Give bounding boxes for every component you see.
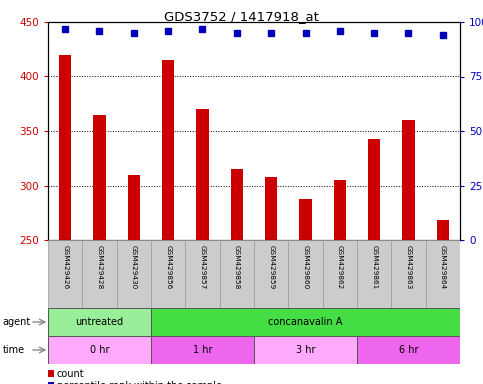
Bar bbox=[357, 240, 391, 308]
Bar bbox=[128, 175, 140, 240]
Bar bbox=[391, 240, 426, 308]
Text: GDS3752 / 1417918_at: GDS3752 / 1417918_at bbox=[164, 10, 319, 23]
Bar bbox=[185, 240, 220, 308]
Bar bbox=[368, 139, 380, 240]
Bar bbox=[334, 180, 346, 240]
Bar bbox=[117, 240, 151, 308]
Text: GSM429864: GSM429864 bbox=[440, 245, 446, 290]
Text: agent: agent bbox=[2, 317, 30, 327]
Bar bbox=[323, 240, 357, 308]
Bar bbox=[151, 308, 460, 336]
Bar bbox=[231, 169, 243, 240]
Bar bbox=[357, 336, 460, 364]
Text: 1 hr: 1 hr bbox=[193, 345, 212, 355]
Bar bbox=[197, 109, 209, 240]
Bar bbox=[59, 55, 71, 240]
Text: GSM429862: GSM429862 bbox=[337, 245, 343, 290]
Text: 6 hr: 6 hr bbox=[399, 345, 418, 355]
Bar bbox=[426, 240, 460, 308]
Text: percentile rank within the sample: percentile rank within the sample bbox=[57, 381, 222, 384]
Text: 3 hr: 3 hr bbox=[296, 345, 315, 355]
Bar bbox=[437, 220, 449, 240]
Text: GSM429426: GSM429426 bbox=[62, 245, 68, 290]
Bar bbox=[220, 240, 254, 308]
Bar bbox=[94, 115, 105, 240]
Bar bbox=[299, 199, 312, 240]
Bar bbox=[288, 240, 323, 308]
Text: GSM429861: GSM429861 bbox=[371, 245, 377, 290]
Text: GSM429856: GSM429856 bbox=[165, 245, 171, 290]
Text: GSM429858: GSM429858 bbox=[234, 245, 240, 290]
Text: GSM429428: GSM429428 bbox=[97, 245, 102, 290]
Text: GSM429857: GSM429857 bbox=[199, 245, 205, 290]
Bar bbox=[265, 177, 277, 240]
Text: 0 hr: 0 hr bbox=[90, 345, 109, 355]
Text: concanavalin A: concanavalin A bbox=[269, 317, 342, 327]
Text: GSM429860: GSM429860 bbox=[302, 245, 309, 290]
Bar bbox=[254, 240, 288, 308]
Text: time: time bbox=[2, 345, 25, 355]
Text: GSM429863: GSM429863 bbox=[406, 245, 412, 290]
Text: GSM429859: GSM429859 bbox=[268, 245, 274, 290]
Bar bbox=[162, 60, 174, 240]
Bar bbox=[151, 240, 185, 308]
Bar bbox=[48, 336, 151, 364]
Bar bbox=[254, 336, 357, 364]
Bar bbox=[82, 240, 117, 308]
Bar bbox=[402, 120, 414, 240]
Text: GSM429430: GSM429430 bbox=[131, 245, 137, 290]
Bar bbox=[151, 336, 254, 364]
Text: count: count bbox=[57, 369, 85, 379]
Text: untreated: untreated bbox=[75, 317, 124, 327]
Bar bbox=[48, 308, 151, 336]
Bar bbox=[48, 240, 82, 308]
